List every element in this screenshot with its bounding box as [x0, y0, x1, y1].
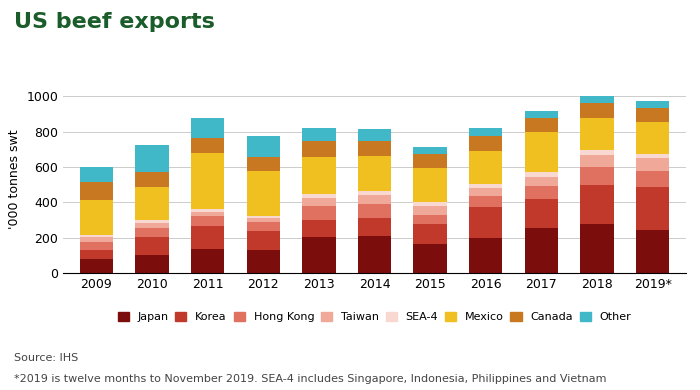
Bar	[302, 220, 335, 237]
Bar	[302, 198, 335, 206]
Bar	[80, 182, 113, 200]
Bar	[135, 223, 169, 228]
Bar	[358, 156, 391, 191]
Bar	[191, 249, 224, 273]
Bar	[191, 209, 224, 212]
Bar	[135, 145, 169, 172]
Bar	[80, 235, 113, 237]
Bar	[191, 153, 224, 209]
Bar	[246, 172, 280, 216]
Text: *2019 is twelve months to November 2019. SEA-4 includes Singapore, Indonesia, Ph: *2019 is twelve months to November 2019.…	[14, 374, 606, 385]
Bar	[469, 128, 503, 136]
Bar	[580, 155, 614, 167]
Bar	[580, 167, 614, 185]
Bar	[135, 255, 169, 273]
Bar	[636, 154, 669, 158]
Bar	[636, 187, 669, 230]
Bar	[302, 157, 335, 194]
Bar	[246, 250, 280, 273]
Bar	[636, 170, 669, 187]
Bar	[636, 230, 669, 273]
Bar	[525, 186, 558, 199]
Bar	[414, 202, 447, 206]
Bar	[302, 128, 335, 142]
Bar	[580, 103, 614, 118]
Bar	[414, 206, 447, 215]
Bar	[525, 132, 558, 172]
Bar	[191, 118, 224, 138]
Bar	[358, 191, 391, 195]
Bar	[135, 220, 169, 223]
Bar	[358, 195, 391, 204]
Bar	[414, 215, 447, 224]
Bar	[469, 151, 503, 184]
Bar	[580, 150, 614, 155]
Bar	[302, 142, 335, 157]
Bar	[135, 172, 169, 187]
Bar	[191, 216, 224, 226]
Bar	[580, 118, 614, 150]
Bar	[525, 199, 558, 228]
Bar	[414, 147, 447, 154]
Bar	[246, 230, 280, 250]
Bar	[469, 207, 503, 238]
Bar	[80, 242, 113, 250]
Bar	[135, 187, 169, 220]
Bar	[580, 96, 614, 103]
Bar	[302, 206, 335, 220]
Bar	[525, 172, 558, 177]
Bar	[358, 129, 391, 142]
Bar	[135, 228, 169, 237]
Bar	[358, 204, 391, 218]
Bar	[636, 122, 669, 154]
Bar	[469, 196, 503, 207]
Bar	[414, 244, 447, 273]
Bar	[246, 222, 280, 230]
Bar	[246, 136, 280, 157]
Bar	[191, 226, 224, 249]
Bar	[469, 184, 503, 188]
Bar	[246, 216, 280, 218]
Bar	[246, 157, 280, 172]
Bar	[302, 194, 335, 198]
Bar	[80, 250, 113, 259]
Bar	[191, 138, 224, 153]
Bar	[580, 185, 614, 224]
Y-axis label: '000 tonnes swt: '000 tonnes swt	[8, 129, 21, 229]
Bar	[469, 188, 503, 196]
Bar	[580, 224, 614, 273]
Bar	[525, 118, 558, 132]
Bar	[636, 108, 669, 122]
Bar	[80, 200, 113, 235]
Bar	[246, 218, 280, 222]
Bar	[636, 101, 669, 108]
Bar	[525, 177, 558, 186]
Bar	[469, 136, 503, 151]
Bar	[358, 236, 391, 273]
Bar	[358, 142, 391, 156]
Bar	[636, 158, 669, 170]
Bar	[80, 259, 113, 273]
Bar	[302, 237, 335, 273]
Bar	[358, 218, 391, 236]
Legend: Japan, Korea, Hong Kong, Taiwan, SEA-4, Mexico, Canada, Other: Japan, Korea, Hong Kong, Taiwan, SEA-4, …	[118, 312, 631, 323]
Bar	[525, 112, 558, 118]
Bar	[414, 224, 447, 244]
Bar	[80, 237, 113, 242]
Text: US beef exports: US beef exports	[14, 12, 215, 32]
Bar	[414, 168, 447, 202]
Bar	[191, 212, 224, 216]
Bar	[525, 228, 558, 273]
Bar	[80, 167, 113, 182]
Bar	[135, 237, 169, 255]
Bar	[469, 238, 503, 273]
Bar	[414, 154, 447, 168]
Text: Source: IHS: Source: IHS	[14, 353, 78, 363]
